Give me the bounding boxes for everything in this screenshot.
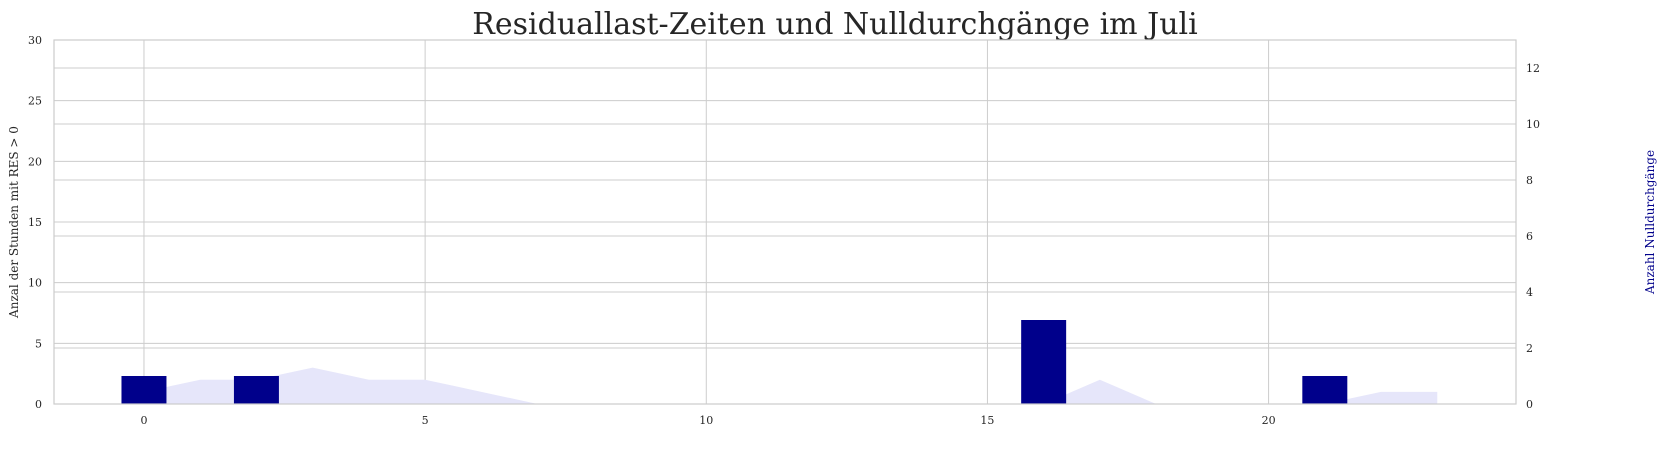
bar (121, 376, 167, 404)
y2-tick-label: 12 (1526, 62, 1540, 75)
x-tick-label: 20 (1262, 414, 1276, 427)
x-tick-label: 15 (980, 414, 994, 427)
y2-tick-label: 0 (1526, 398, 1533, 411)
y-tick-label: 0 (35, 398, 42, 411)
plot-frame (53, 39, 1517, 405)
y-tick-label: 20 (28, 155, 42, 168)
y2-axis-label: Anzahl Nulldurchgänge (1643, 150, 1657, 295)
y2-tick-label: 8 (1526, 174, 1533, 187)
y2-tick-label: 4 (1526, 286, 1533, 299)
x-tick-label: 5 (422, 414, 429, 427)
x-tick-label: 10 (699, 414, 713, 427)
bar (1021, 320, 1067, 404)
tick-labels: 0 5 10 15 20 0 5 10 15 20 25 30 0 2 4 6 8 10 12 (28, 34, 1540, 427)
axes (53, 39, 1517, 405)
y2-tick-label: 6 (1526, 230, 1533, 243)
bar (233, 376, 279, 404)
y2-tick-label: 10 (1526, 118, 1540, 131)
y-tick-label: 25 (28, 95, 42, 108)
y-tick-label: 10 (28, 277, 42, 290)
y2-tick-label: 2 (1526, 342, 1533, 355)
y-tick-label: 5 (35, 337, 42, 350)
y-tick-label: 30 (28, 34, 42, 47)
chart-title: Residuallast-Zeiten und Nulldurchgänge i… (472, 7, 1197, 42)
y-tick-label: 15 (28, 216, 42, 229)
data-marks (121, 320, 1438, 404)
x-tick-label: 0 (140, 414, 147, 427)
y-axis-label: Anzal der Stunden mit RES > 0 (7, 126, 21, 319)
bar (1302, 376, 1348, 404)
area-series (143, 367, 1438, 404)
grid (54, 39, 1516, 405)
